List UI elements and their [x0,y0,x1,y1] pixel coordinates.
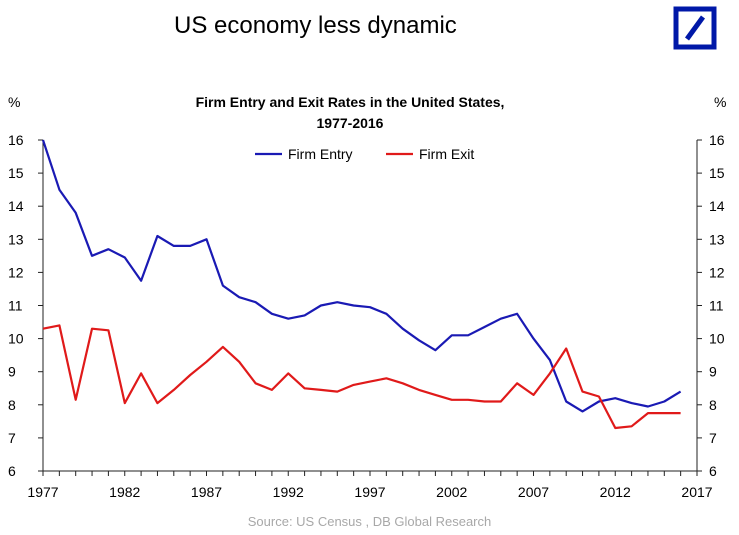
y-tick-label-right: 7 [709,430,717,446]
series-line-firm-entry [41,139,682,413]
y-tick-label-right: 14 [709,198,725,214]
page-title: US economy less dynamic [174,12,457,39]
y-tick-label-left: 7 [8,430,16,446]
y-tick-label-left: 9 [8,364,16,380]
y-tick-label-left: 11 [8,298,23,314]
y-tick-label-left: 13 [8,231,24,247]
x-tick-label: 1982 [109,484,140,500]
x-tick-label: 2017 [681,484,712,500]
plot-area [41,139,682,430]
y-tick-label-right: 13 [709,231,725,247]
chart-axes: 16 16 15 15 14 14 13 13 12 12 11 11 10 10 9 9 8 8 7 7 6 6 1977… [8,132,725,500]
source-note: Source: US Census , DB Global Research [247,514,492,529]
chart-title-line-1: Firm Entry and Exit Rates in the United … [196,94,505,110]
series-line-firm-exit [42,324,681,430]
x-tick-label: 1987 [191,484,222,500]
y-tick-label-left: 10 [8,331,24,347]
x-tick-label: 1977 [27,484,58,500]
logo-frame [673,6,717,50]
x-tick-label: 1997 [354,484,385,500]
y-tick-label-right: 16 [709,132,725,148]
y-tick-label-right: 6 [709,463,717,479]
x-tick-label: 2012 [600,484,631,500]
chart-legend: Firm Entry Firm Exit [255,146,474,162]
y-tick-label-right: 11 [709,298,724,314]
chart-title-line-2: 1977-2016 [317,115,384,131]
legend-label-firm-exit: Firm Exit [419,146,474,162]
x-tick-label: 2002 [436,484,467,500]
y-tick-label-left: 6 [8,463,16,479]
y-tick-label-right: 12 [709,264,725,280]
y-unit-right: % [714,94,726,110]
x-tick-label: 1992 [273,484,304,500]
x-tick-label: 2007 [518,484,549,500]
y-tick-label-right: 9 [709,364,717,380]
y-tick-label-right: 15 [709,165,725,181]
y-tick-label-left: 14 [8,198,24,214]
y-tick-label-right: 10 [709,331,725,347]
deutsche-bank-logo [673,6,717,50]
y-tick-label-left: 16 [8,132,24,148]
y-tick-label-left: 15 [8,165,24,181]
y-tick-label-left: 8 [8,397,16,413]
y-tick-label-right: 8 [709,397,717,413]
y-unit-left: % [8,94,20,110]
legend-label-firm-entry: Firm Entry [288,146,353,162]
y-tick-label-left: 12 [8,264,24,280]
logo-slash [684,15,706,41]
